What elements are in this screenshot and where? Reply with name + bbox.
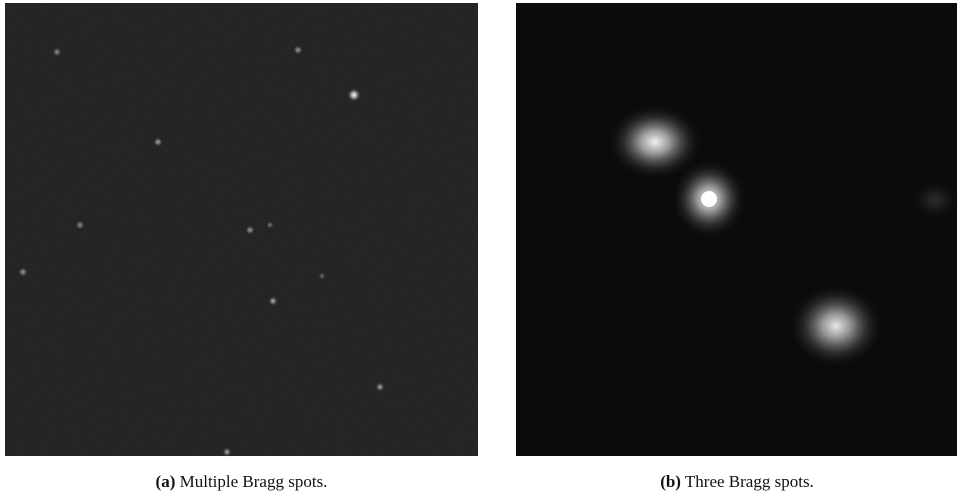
caption-label: (a) [156, 472, 176, 491]
figure-images [0, 0, 962, 470]
caption-label: (b) [660, 472, 681, 491]
caption-text: Three Bragg spots. [685, 472, 814, 491]
caption-b: (b) Three Bragg spots. [512, 472, 962, 492]
caption-a: (a) Multiple Bragg spots. [0, 472, 483, 492]
page: {"figures": [ {"label": "(a)", "caption"… [0, 0, 962, 498]
caption-text: Multiple Bragg spots. [180, 472, 328, 491]
image-b [516, 3, 960, 456]
image-a [5, 3, 478, 457]
